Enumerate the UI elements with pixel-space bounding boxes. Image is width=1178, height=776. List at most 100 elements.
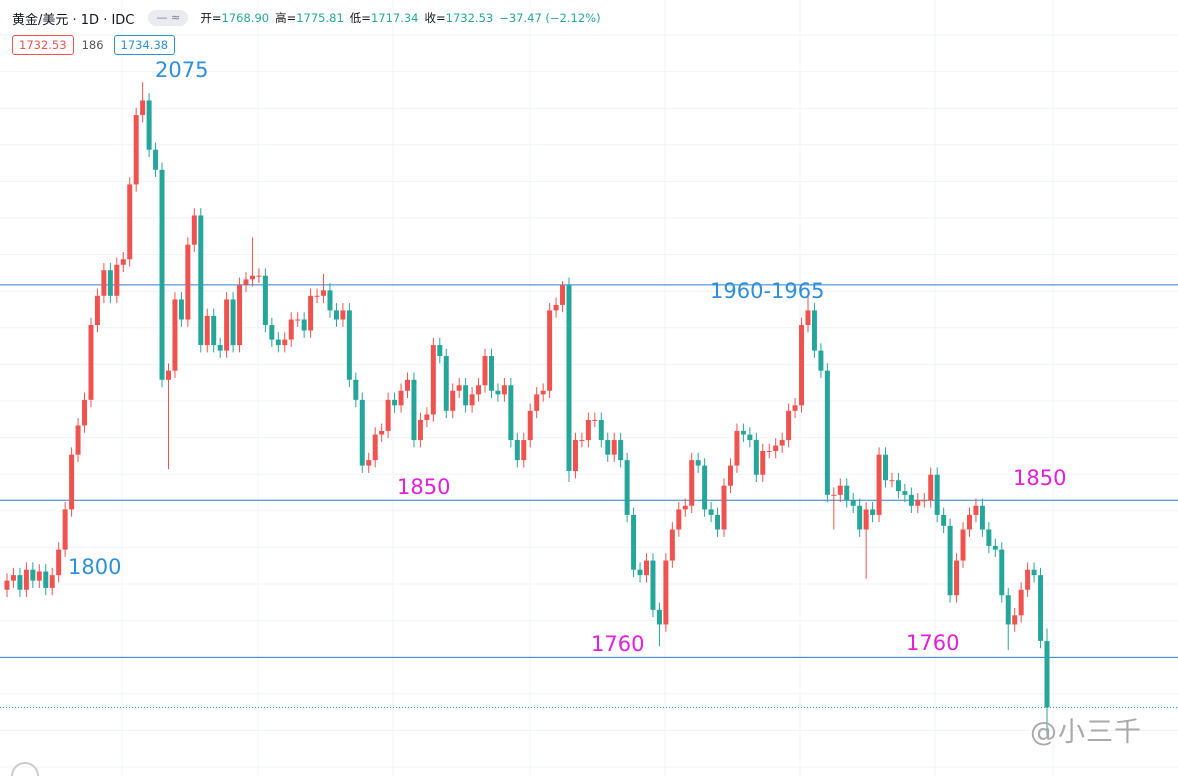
candle-body <box>579 440 585 442</box>
candle-body <box>986 529 992 546</box>
candle-body <box>463 385 469 406</box>
candle-body <box>669 529 675 561</box>
candle-body <box>114 264 120 296</box>
candle-body <box>876 454 882 515</box>
candle-body <box>1038 575 1044 641</box>
candle-body <box>404 379 410 391</box>
candle-body <box>792 405 798 411</box>
candle-body <box>1025 569 1031 590</box>
candle-body <box>650 560 656 610</box>
candle-body <box>333 310 339 320</box>
candle-body <box>676 509 682 530</box>
candle-body <box>547 310 553 391</box>
annotation: 1760 <box>591 632 644 656</box>
candle-body <box>443 356 449 411</box>
candle-body <box>637 569 643 576</box>
candle-body <box>49 575 55 588</box>
candle-body <box>727 465 733 486</box>
ohlc: 开=1768.90 高=1775.81 低=1717.34 收=1732.53 <box>200 10 499 26</box>
candle-body <box>133 115 139 185</box>
candle-body <box>1044 641 1050 708</box>
candle-body <box>224 299 230 351</box>
candle-body <box>237 284 243 346</box>
candle-body <box>269 325 275 340</box>
candle-body <box>915 500 921 506</box>
candle-body <box>327 290 333 311</box>
candle-body <box>295 319 301 321</box>
ohlc-value: 1732.53 <box>445 11 494 25</box>
candle-body <box>592 419 598 421</box>
candle-body <box>960 529 966 561</box>
candle-body <box>230 299 236 346</box>
candle-body <box>908 494 914 506</box>
ohlc-label: 高= <box>275 11 297 25</box>
spread: 186 <box>81 38 104 52</box>
candle-body <box>966 514 972 530</box>
candle-body <box>747 434 753 441</box>
candle-body <box>682 505 688 510</box>
candle-body <box>889 480 895 482</box>
candle-body <box>308 295 314 331</box>
candle-body <box>644 560 650 576</box>
candle-body <box>172 299 178 371</box>
ohlc-label: 收= <box>424 11 446 25</box>
candle-body <box>811 310 817 351</box>
candle-body <box>185 244 191 320</box>
candle-body <box>992 545 998 550</box>
candle-body <box>585 419 591 441</box>
candle-body <box>521 440 527 461</box>
candle-body <box>1031 569 1037 576</box>
candle-body <box>359 399 365 466</box>
candle-body <box>941 514 947 526</box>
candle-body <box>146 100 152 150</box>
candle-body <box>153 149 159 170</box>
candle-body <box>217 345 223 351</box>
ohlc-label: 开= <box>200 11 222 25</box>
candle-body <box>62 509 68 550</box>
candle-body <box>495 390 501 395</box>
bid-badge[interactable]: 1732.53 <box>12 35 74 55</box>
candle-body <box>870 509 876 515</box>
candle-body <box>598 419 604 441</box>
candle-body <box>17 575 23 590</box>
ask-badge[interactable]: 1734.38 <box>113 35 176 55</box>
candle-body <box>934 474 940 515</box>
candle-body <box>721 485 727 530</box>
candle-body <box>392 399 398 406</box>
candle-body <box>56 549 62 576</box>
candle-body <box>786 410 792 441</box>
candle-body <box>689 460 695 506</box>
ohlc-value: 1717.34 <box>370 11 419 25</box>
candle-body <box>837 485 843 495</box>
candle-body <box>753 440 759 475</box>
candle-body <box>101 270 107 296</box>
candle-body <box>476 385 482 395</box>
candle-body <box>346 310 352 380</box>
candle-body <box>372 434 378 461</box>
candle-body <box>140 100 146 116</box>
symbol: 黄金/美元 · 1D · IDC <box>12 12 135 28</box>
candle-body <box>611 440 617 455</box>
ohlc-value: 1775.81 <box>296 11 344 25</box>
candle-body <box>340 310 346 320</box>
candle-body <box>605 440 611 455</box>
toggle[interactable]: — ≈ <box>148 10 189 26</box>
ohlc-value: 1768.90 <box>221 11 270 25</box>
candle-body <box>385 399 391 431</box>
watermark: @小三千 <box>1030 717 1142 748</box>
candle-body <box>805 310 811 326</box>
candle-body <box>366 460 372 466</box>
candle-body <box>69 454 75 510</box>
candle-body <box>928 474 934 501</box>
candle-body <box>488 356 494 391</box>
annotation: 1850 <box>1013 466 1066 490</box>
ohlc-label: 低= <box>349 11 371 25</box>
annotation: 2075 <box>155 58 208 82</box>
candle-body <box>553 304 559 311</box>
candle-body <box>191 215 197 245</box>
candle-body <box>127 184 133 260</box>
candle-body <box>321 290 327 296</box>
candle-body <box>178 299 184 320</box>
candle-body <box>973 505 979 515</box>
